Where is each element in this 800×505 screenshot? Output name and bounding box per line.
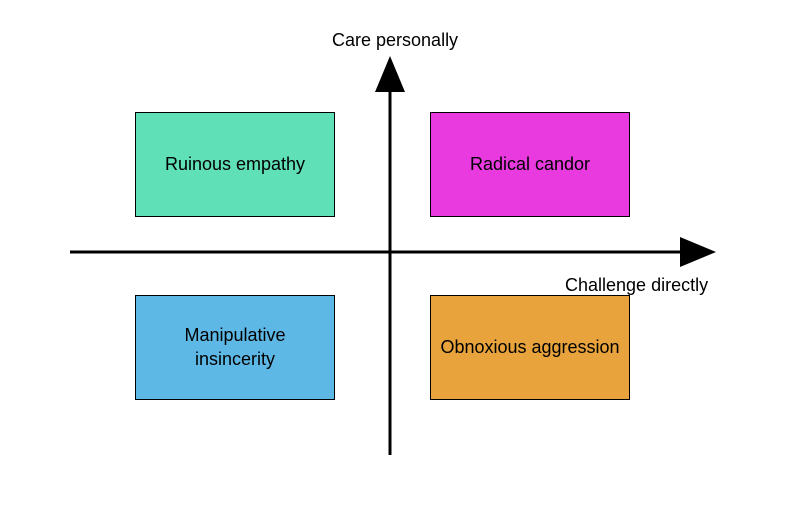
quadrant-obnoxious-aggression: Obnoxious aggression — [430, 295, 630, 400]
quadrant-radical-candor: Radical candor — [430, 112, 630, 217]
axes-svg — [0, 0, 800, 505]
y-axis-label: Care personally — [332, 30, 458, 51]
radical-candor-quadrant-diagram: Care personally Challenge directly Ruino… — [0, 0, 800, 505]
quadrant-manipulative-insincerity: Manipulative insincerity — [135, 295, 335, 400]
quadrant-ruinous-empathy: Ruinous empathy — [135, 112, 335, 217]
x-axis-label: Challenge directly — [565, 275, 708, 296]
